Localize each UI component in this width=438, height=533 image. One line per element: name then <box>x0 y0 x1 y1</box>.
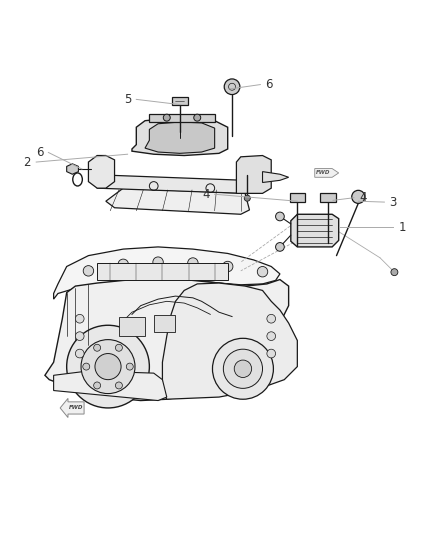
Polygon shape <box>97 175 262 193</box>
Text: 5: 5 <box>124 93 131 106</box>
Bar <box>154 315 176 332</box>
Polygon shape <box>237 156 271 193</box>
Circle shape <box>267 314 276 323</box>
Circle shape <box>153 257 163 268</box>
Polygon shape <box>291 214 339 247</box>
Circle shape <box>116 344 122 351</box>
Circle shape <box>212 338 273 399</box>
Circle shape <box>234 360 252 377</box>
Polygon shape <box>67 164 78 174</box>
Polygon shape <box>45 279 289 400</box>
Bar <box>119 317 145 336</box>
Text: 2: 2 <box>24 156 31 168</box>
Circle shape <box>163 114 170 121</box>
Bar <box>149 114 215 122</box>
Circle shape <box>94 382 101 389</box>
Text: 6: 6 <box>265 78 273 91</box>
Text: 4: 4 <box>202 188 209 201</box>
Circle shape <box>75 349 84 358</box>
Circle shape <box>194 114 201 121</box>
Circle shape <box>352 190 365 204</box>
Polygon shape <box>106 188 250 214</box>
Polygon shape <box>145 122 215 154</box>
Circle shape <box>276 243 284 251</box>
Polygon shape <box>88 156 115 188</box>
Polygon shape <box>53 371 167 400</box>
Polygon shape <box>60 398 84 417</box>
Circle shape <box>75 314 84 323</box>
Polygon shape <box>162 283 297 399</box>
Circle shape <box>94 344 101 351</box>
Text: 6: 6 <box>35 146 43 159</box>
Circle shape <box>126 363 133 370</box>
Polygon shape <box>262 172 289 182</box>
Polygon shape <box>132 118 228 156</box>
Text: 3: 3 <box>390 196 397 208</box>
Circle shape <box>116 382 122 389</box>
Circle shape <box>95 353 121 379</box>
Circle shape <box>75 332 84 341</box>
Bar <box>172 97 187 106</box>
Circle shape <box>223 261 233 272</box>
Circle shape <box>267 349 276 358</box>
Circle shape <box>67 325 149 408</box>
Text: 1: 1 <box>398 221 406 234</box>
Text: FWD: FWD <box>69 406 83 410</box>
Circle shape <box>267 332 276 341</box>
Circle shape <box>224 79 240 94</box>
Bar <box>320 193 336 202</box>
Circle shape <box>223 349 262 389</box>
Circle shape <box>81 340 135 393</box>
Circle shape <box>257 266 268 277</box>
Polygon shape <box>315 168 339 177</box>
Text: 4: 4 <box>359 191 367 204</box>
Circle shape <box>83 363 90 370</box>
Circle shape <box>187 258 198 268</box>
Text: FWD: FWD <box>316 171 331 175</box>
Bar <box>290 193 305 202</box>
Bar <box>97 263 228 280</box>
Circle shape <box>391 269 398 276</box>
Circle shape <box>276 212 284 221</box>
Circle shape <box>244 195 251 201</box>
Circle shape <box>83 265 94 276</box>
Circle shape <box>118 259 128 270</box>
Polygon shape <box>53 247 280 299</box>
